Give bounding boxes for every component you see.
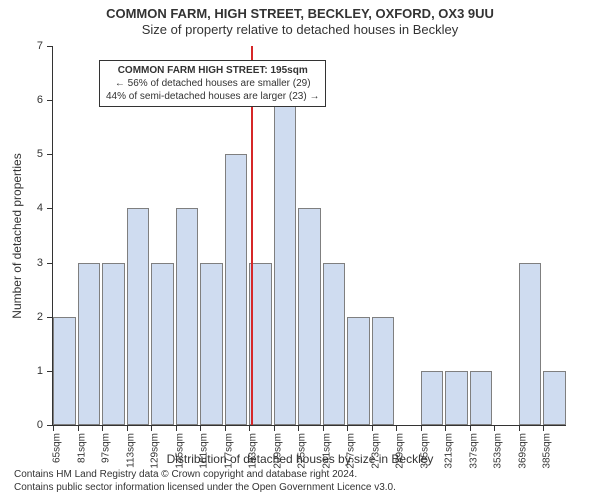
x-tick bbox=[249, 425, 250, 431]
x-tick bbox=[519, 425, 520, 431]
plot-area: 01234567 65sqm81sqm97sqm113sqm129sqm145s… bbox=[52, 46, 566, 426]
y-tick bbox=[47, 100, 53, 101]
y-tick bbox=[47, 263, 53, 264]
chart-title-line2: Size of property relative to detached ho… bbox=[0, 22, 600, 37]
bar bbox=[225, 154, 248, 425]
x-tick bbox=[53, 425, 54, 431]
bar bbox=[519, 263, 542, 425]
x-tick bbox=[543, 425, 544, 431]
y-tick-label: 2 bbox=[37, 311, 43, 323]
bar bbox=[470, 371, 493, 425]
info-box: COMMON FARM HIGH STREET: 195sqm ← 56% of… bbox=[99, 60, 326, 107]
caption-line2: Contains public sector information licen… bbox=[14, 482, 586, 495]
x-tick bbox=[323, 425, 324, 431]
x-tick bbox=[372, 425, 373, 431]
y-tick-label: 4 bbox=[37, 202, 43, 214]
bar bbox=[445, 371, 468, 425]
x-tick bbox=[78, 425, 79, 431]
x-tick bbox=[200, 425, 201, 431]
x-tick bbox=[127, 425, 128, 431]
y-tick bbox=[47, 154, 53, 155]
bar bbox=[347, 317, 370, 425]
bar bbox=[372, 317, 395, 425]
y-tick-label: 3 bbox=[37, 257, 43, 269]
chart-title-line1: COMMON FARM, HIGH STREET, BECKLEY, OXFOR… bbox=[0, 6, 600, 21]
bar bbox=[323, 263, 346, 425]
info-box-line1: COMMON FARM HIGH STREET: 195sqm bbox=[106, 64, 319, 77]
bar bbox=[102, 263, 125, 425]
x-tick bbox=[274, 425, 275, 431]
chart-title-block: COMMON FARM, HIGH STREET, BECKLEY, OXFOR… bbox=[0, 6, 600, 37]
info-box-line3: 44% of semi-detached houses are larger (… bbox=[106, 90, 319, 103]
bar bbox=[151, 263, 174, 425]
bar bbox=[274, 100, 297, 425]
y-tick-label: 7 bbox=[37, 40, 43, 52]
y-tick bbox=[47, 46, 53, 47]
bar bbox=[200, 263, 223, 425]
bar bbox=[543, 371, 566, 425]
y-axis-label: Number of detached properties bbox=[10, 153, 24, 318]
x-tick bbox=[445, 425, 446, 431]
y-tick bbox=[47, 317, 53, 318]
x-tick bbox=[225, 425, 226, 431]
x-tick bbox=[151, 425, 152, 431]
y-tick-label: 5 bbox=[37, 148, 43, 160]
x-tick bbox=[298, 425, 299, 431]
y-tick bbox=[47, 208, 53, 209]
x-tick bbox=[470, 425, 471, 431]
caption-line1: Contains HM Land Registry data © Crown c… bbox=[14, 469, 586, 482]
y-tick bbox=[47, 371, 53, 372]
bar bbox=[176, 208, 199, 425]
x-axis-label: Distribution of detached houses by size … bbox=[0, 452, 600, 466]
x-tick bbox=[421, 425, 422, 431]
x-tick bbox=[494, 425, 495, 431]
bar bbox=[421, 371, 444, 425]
y-tick-label: 0 bbox=[37, 419, 43, 431]
x-tick bbox=[396, 425, 397, 431]
bar bbox=[127, 208, 150, 425]
bar bbox=[298, 208, 321, 425]
caption-block: Contains HM Land Registry data © Crown c… bbox=[14, 469, 586, 494]
info-box-line2: ← 56% of detached houses are smaller (29… bbox=[106, 77, 319, 90]
y-tick-label: 6 bbox=[37, 94, 43, 106]
x-tick bbox=[102, 425, 103, 431]
y-tick-label: 1 bbox=[37, 365, 43, 377]
bar bbox=[78, 263, 101, 425]
x-tick bbox=[176, 425, 177, 431]
bar bbox=[53, 317, 76, 425]
x-tick bbox=[347, 425, 348, 431]
